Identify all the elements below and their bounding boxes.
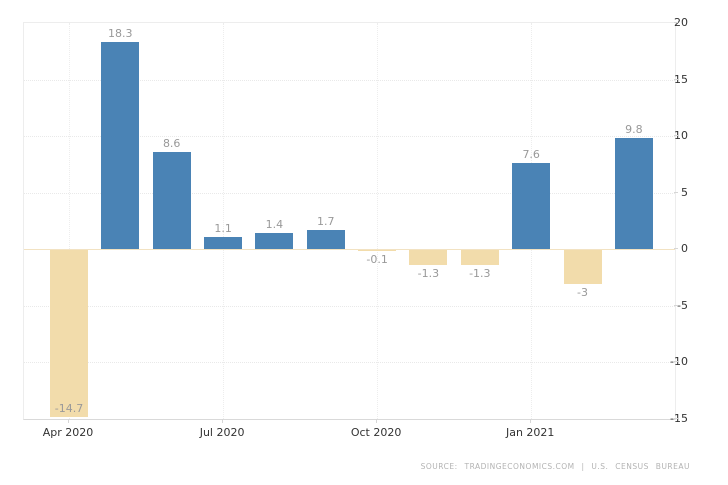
- bar-value-label: 7.6: [522, 148, 540, 162]
- gridline-horizontal: [24, 136, 675, 138]
- gridline-vertical: [377, 23, 379, 419]
- x-axis-tick: [530, 419, 532, 423]
- y-axis-label: -15: [670, 412, 688, 425]
- y-axis-label: 0: [681, 242, 688, 256]
- bar: [306, 230, 345, 250]
- bar: [358, 250, 397, 252]
- y-axis-label: 5: [681, 185, 688, 199]
- bar-value-label: -14.7: [54, 401, 84, 415]
- gridline-horizontal: [24, 192, 675, 194]
- bar-value-label: 1.7: [317, 215, 335, 229]
- bar: [204, 236, 243, 250]
- x-axis-label: Oct 2020: [350, 426, 402, 439]
- y-axis-label: -10: [670, 355, 688, 369]
- bar-value-label: 18.3: [108, 27, 133, 41]
- x-axis-label: Jul 2020: [199, 426, 245, 439]
- gridline-horizontal: [24, 249, 675, 251]
- gridline-vertical: [69, 23, 70, 419]
- y-axis-label: 15: [674, 72, 688, 86]
- y-axis-tick: [674, 22, 678, 23]
- bar: [614, 138, 653, 250]
- y-axis-tick: [674, 248, 678, 250]
- bar: [563, 250, 602, 285]
- bar-value-label: 1.1: [214, 221, 232, 235]
- bar: [50, 250, 88, 417]
- bar-value-label: 1.4: [265, 218, 284, 232]
- bar: [152, 152, 191, 250]
- y-axis-tick: [674, 135, 678, 137]
- bar: [101, 42, 140, 250]
- bar-value-label: -1.3: [469, 267, 491, 280]
- source-label: SOURCE: TRADINGECONOMICS.COM | U.S. CENS…: [420, 462, 690, 471]
- x-axis-label: Jan 2021: [505, 426, 555, 439]
- plot-area: -14.7 18.3 8.6 1.1 1.4 1.7 -0.1 -1.3 -1.3 7.6 -3 9.…: [23, 22, 676, 420]
- y-axis-tick: [674, 304, 678, 306]
- y-axis-label: 20: [674, 16, 688, 29]
- bar: [460, 250, 499, 265]
- bar-value-label: 9.8: [625, 123, 643, 137]
- x-axis-label: Apr 2020: [42, 426, 94, 439]
- gridline-horizontal: [24, 362, 675, 364]
- gridline-horizontal: [24, 79, 675, 81]
- y-axis-tick: [674, 78, 678, 80]
- bar-value-label: 8.6: [162, 137, 181, 150]
- bar-value-label: -1.3: [417, 267, 440, 280]
- x-axis-tick: [376, 419, 378, 423]
- x-axis-tick: [222, 419, 224, 423]
- bar-value-label: -3: [577, 286, 588, 300]
- bar: [255, 233, 294, 250]
- y-axis-label: 10: [674, 129, 688, 143]
- y-axis-label: -5: [677, 298, 688, 312]
- y-axis-tick: [674, 418, 678, 419]
- gridline-horizontal: [24, 305, 675, 307]
- bar-value-label: -0.1: [366, 253, 388, 267]
- y-axis-tick: [674, 361, 678, 363]
- y-axis-tick: [674, 191, 678, 193]
- gridline-vertical: [223, 23, 225, 419]
- bar: [512, 163, 551, 250]
- x-axis-tick: [68, 419, 69, 423]
- bar: [409, 250, 448, 265]
